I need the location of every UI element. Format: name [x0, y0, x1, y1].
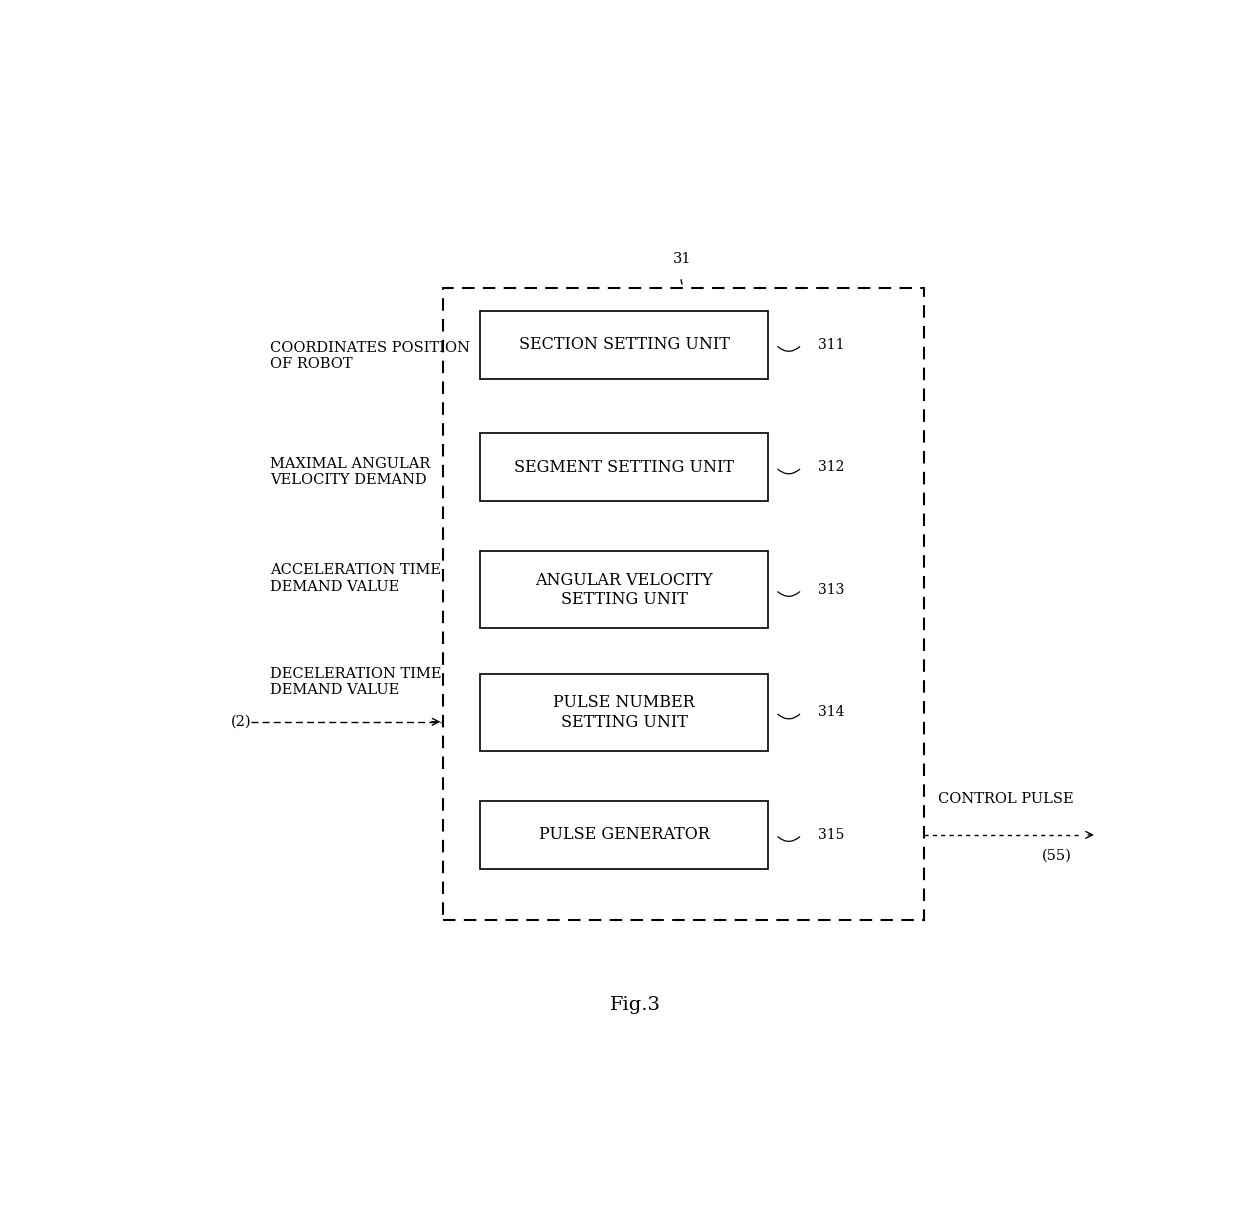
Text: SECTION SETTING UNIT: SECTION SETTING UNIT [518, 337, 729, 354]
Text: 311: 311 [818, 338, 844, 351]
Text: ANGULAR VELOCITY
SETTING UNIT: ANGULAR VELOCITY SETTING UNIT [536, 572, 713, 608]
Text: 315: 315 [818, 827, 844, 842]
Bar [480, 673, 768, 752]
Text: PULSE NUMBER
SETTING UNIT: PULSE NUMBER SETTING UNIT [553, 694, 694, 731]
Text: 312: 312 [818, 460, 844, 475]
Text: 31: 31 [672, 252, 691, 266]
Text: SEGMENT SETTING UNIT: SEGMENT SETTING UNIT [513, 459, 734, 476]
Text: (2): (2) [231, 715, 252, 728]
Text: MAXIMAL ANGULAR
VELOCITY DEMAND: MAXIMAL ANGULAR VELOCITY DEMAND [270, 457, 430, 487]
Bar [480, 311, 768, 378]
Text: COORDINATES POSITION
OF ROBOT: COORDINATES POSITION OF ROBOT [270, 341, 470, 371]
Bar [480, 433, 768, 502]
Bar [480, 800, 768, 869]
Text: (55): (55) [1042, 848, 1071, 863]
Text: 313: 313 [818, 583, 844, 597]
Text: CONTROL PULSE: CONTROL PULSE [939, 792, 1074, 807]
Text: PULSE GENERATOR: PULSE GENERATOR [538, 826, 709, 843]
Bar [480, 551, 768, 628]
Text: 314: 314 [818, 705, 844, 720]
Text: ACCELERATION TIME
DEMAND VALUE: ACCELERATION TIME DEMAND VALUE [270, 563, 441, 594]
Text: Fig.3: Fig.3 [610, 995, 661, 1013]
Bar [444, 288, 924, 919]
Text: DECELERATION TIME
DEMAND VALUE: DECELERATION TIME DEMAND VALUE [270, 667, 441, 698]
